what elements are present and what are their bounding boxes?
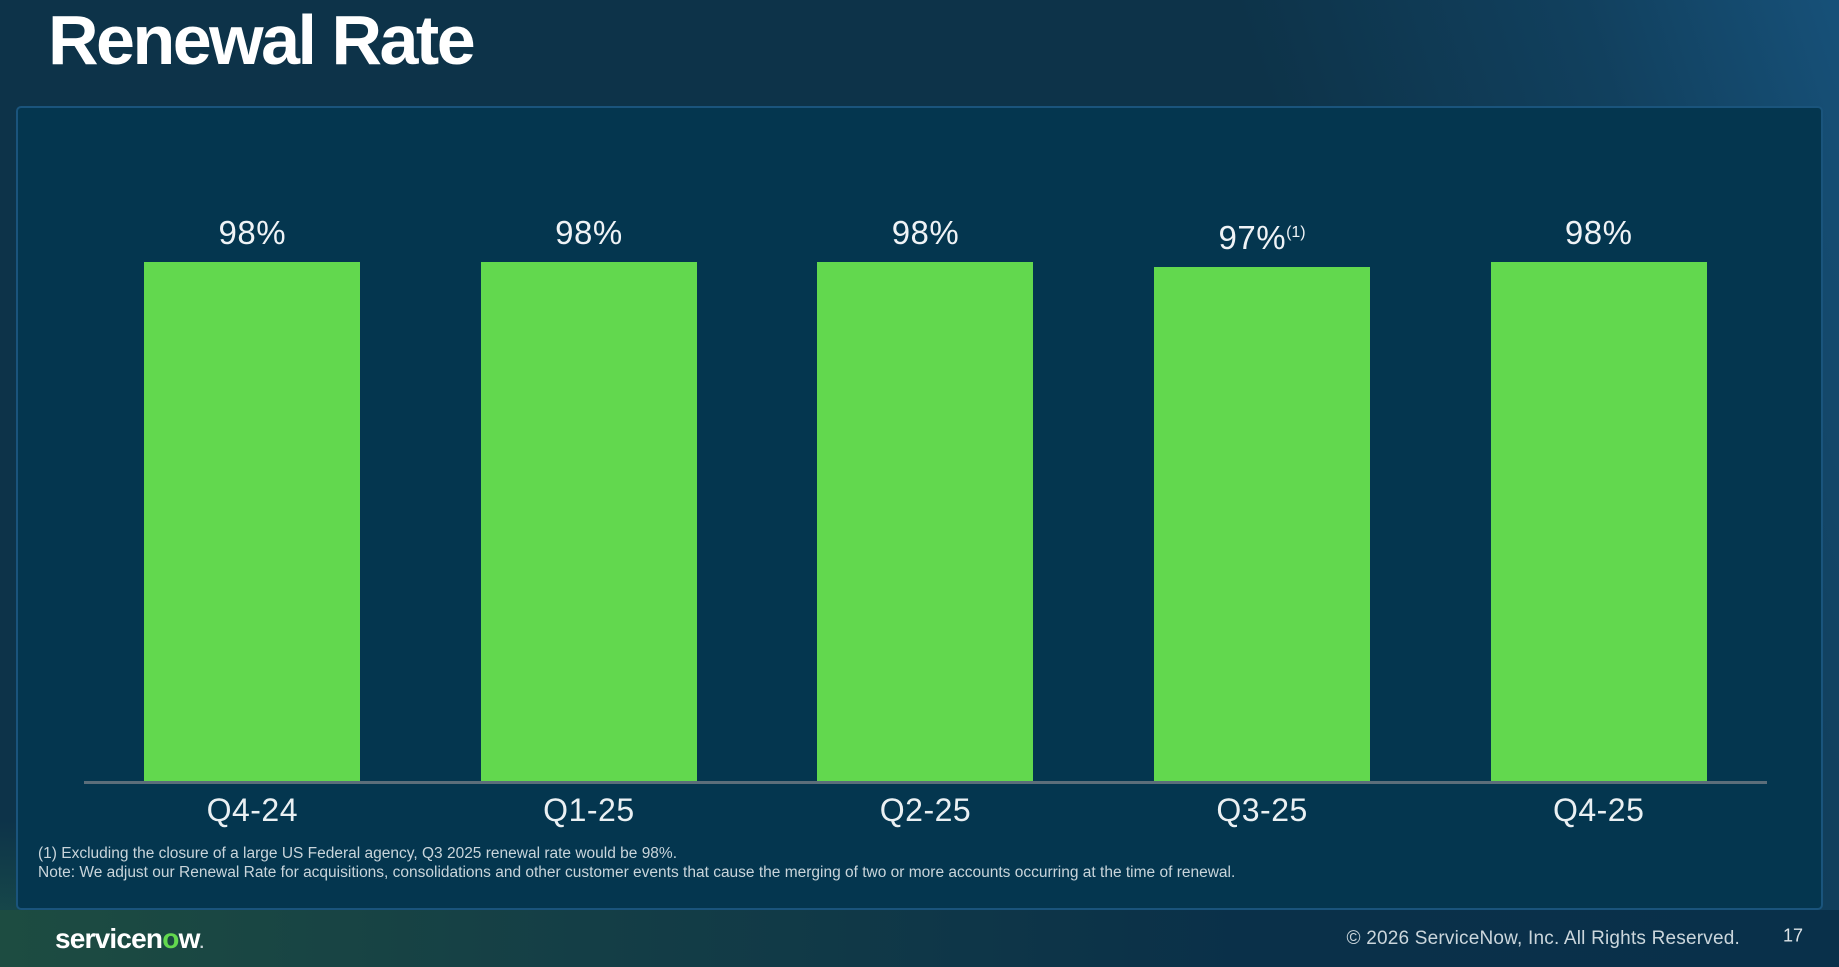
bar — [1490, 262, 1707, 781]
bar-group: 98% — [1430, 108, 1767, 781]
bar — [480, 262, 697, 781]
footnote-marker: (1) — [1286, 224, 1306, 241]
bar-group: 98% — [84, 108, 421, 781]
bar-group: 98% — [757, 108, 1094, 781]
bar-value-label: 98% — [218, 214, 287, 251]
bar — [1154, 267, 1371, 781]
page-number: 17 — [1782, 925, 1803, 946]
servicenow-logo: servicenow. — [55, 922, 204, 955]
bar — [144, 262, 361, 781]
footnote-line-1: (1) Excluding the closure of a large US … — [38, 845, 678, 862]
bar-group: 98% — [421, 108, 758, 781]
bar-chart: 98% 98% 98% 97%(1) 98% — [84, 108, 1767, 781]
bar-category-label: Q4-25 — [1552, 792, 1645, 828]
footnotes: (1) Excluding the closure of a large US … — [38, 844, 1235, 882]
bar — [817, 262, 1034, 781]
bar-value-label: 97%(1) — [1218, 219, 1306, 256]
logo-text-post: w — [178, 922, 201, 954]
copyright-text: © 2026 ServiceNow, Inc. All Rights Reser… — [1346, 927, 1740, 949]
bar-group: 97%(1) — [1094, 108, 1431, 781]
x-axis-line — [84, 781, 1767, 784]
bar-value-label: 98% — [555, 214, 623, 251]
logo-green-o-icon: o — [162, 922, 179, 954]
slide-title: Renewal Rate — [48, 1, 476, 79]
bar-category-label: Q2-25 — [879, 792, 972, 828]
bar-category-label: Q4-24 — [206, 792, 299, 828]
logo-text-pre: servicen — [55, 922, 163, 954]
footnote-line-2: Note: We adjust our Renewal Rate for acq… — [38, 864, 1236, 881]
x-axis-labels: Q4-24 Q1-25 Q2-25 Q3-25 Q4-25 — [84, 792, 1767, 829]
bar-value-label: 98% — [1564, 214, 1633, 251]
bar-category-label: Q3-25 — [1216, 792, 1308, 828]
logo-trademark-dot: . — [199, 934, 204, 952]
bar-value-label: 98% — [891, 214, 960, 251]
chart-panel: 98% 98% 98% 97%(1) 98% Q4-24 Q1-25 Q2-25 Q3… — [16, 106, 1823, 910]
footer-bar: servicenow. © 2026 ServiceNow, Inc. All … — [0, 910, 1839, 967]
bar-category-label: Q1-25 — [543, 792, 635, 828]
